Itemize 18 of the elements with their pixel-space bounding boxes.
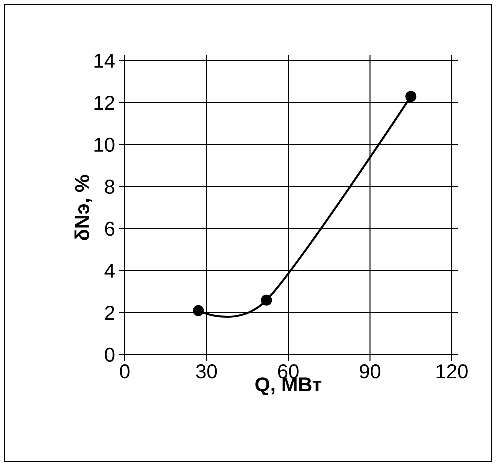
x-tick-label: 120 [436,364,468,379]
y-tick-label: 10 [94,138,115,152]
point [193,305,204,316]
x-tick-label: 90 [360,364,381,379]
y-tick-label: 6 [105,222,115,236]
point [261,294,272,306]
y-tick-label: 12 [94,96,114,110]
y-tick-label: 0 [105,348,115,362]
y-axis-title: δNэ, % [74,175,92,240]
x-tick-label: 30 [196,364,218,379]
point [406,91,417,102]
x-axis-title: Q, МВт [256,378,322,396]
x-tick-label: 0 [120,364,130,379]
y-tick-label: 4 [104,264,115,278]
x-tick-label: 60 [278,364,299,379]
y-tick-label: 14 [94,54,115,68]
y-tick-label: 8 [105,180,115,194]
y-tick-label: 2 [105,306,114,320]
